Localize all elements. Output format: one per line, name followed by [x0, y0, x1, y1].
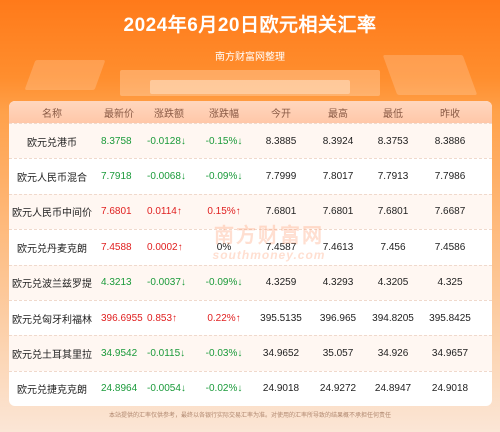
currency-name: 欧元兑丹麦克朗 [17, 243, 87, 255]
high-price: 35.057 [322, 348, 354, 360]
low-price: 7.7913 [377, 171, 409, 183]
table-row: 欧元兑捷克克朗 24.8964 -0.0054↓ -0.02%↓ 24.9018 24.9… [9, 370, 492, 406]
change-percent: 0% [216, 241, 232, 253]
change-percent: -0.09%↓ [205, 171, 243, 183]
table-row: 欧元人民币混合 7.7918 -0.0068↓ -0.09%↓ 7.7999 7.8017… [9, 158, 492, 193]
change-amount: 0.0114↑ [147, 206, 182, 218]
high-price: 396.965 [319, 312, 357, 324]
change-amount: 0.853↑ [147, 312, 178, 324]
previous-close: 34.9657 [431, 348, 469, 360]
latest-price: 24.8964 [101, 383, 138, 395]
rates-table: 名称 最新价 涨跌额 涨跌幅 今开 最高 最低 昨收 欧元兑港币 8.3758 -0… [9, 101, 492, 406]
column-header-open: 今开 [271, 108, 291, 120]
change-amount: -0.0054↓ [147, 383, 186, 395]
column-header-price: 最新价 [104, 108, 134, 120]
open-price: 7.6801 [265, 206, 297, 218]
low-price: 7.456 [380, 241, 406, 253]
currency-name: 欧元兑港币 [27, 137, 77, 149]
currency-name: 欧元兑土耳其里拉 [12, 350, 92, 362]
low-price: 24.8947 [374, 383, 412, 395]
open-price: 7.7999 [265, 171, 297, 183]
latest-price: 7.7918 [101, 171, 132, 183]
change-amount: -0.0037↓ [147, 277, 186, 289]
currency-name: 欧元人民币中间价 [12, 208, 92, 220]
currency-name: 欧元人民币混合 [17, 173, 87, 185]
change-amount: 0.0002↑ [147, 241, 183, 253]
previous-close: 7.4586 [434, 241, 466, 253]
low-price: 7.6801 [377, 206, 409, 218]
currency-name: 欧元兑捷克克朗 [17, 385, 87, 397]
header-banner: 2024年6月20日欧元相关汇率 南方财富网整理 [0, 0, 500, 100]
column-header-low: 最低 [383, 108, 403, 120]
high-price: 7.4613 [322, 241, 354, 253]
table-row: 欧元兑土耳其里拉 34.9542 -0.0115↓ -0.03%↓ 34.9652 35.… [9, 335, 492, 371]
table-row: 欧元兑匈牙利福林 396.6955 0.853↑ 0.22%↑ 395.5135 396.… [9, 299, 492, 335]
open-price: 34.9652 [262, 348, 300, 360]
change-percent: 0.15%↑ [207, 206, 241, 218]
previous-close: 8.3886 [434, 135, 466, 147]
open-price: 4.3259 [265, 277, 297, 289]
page-title: 2024年6月20日欧元相关汇率 [123, 15, 377, 36]
change-amount: -0.0068↓ [147, 171, 186, 183]
high-price: 7.8017 [322, 171, 354, 183]
change-percent: -0.09%↓ [205, 277, 243, 289]
previous-close: 7.7986 [434, 171, 466, 183]
currency-name: 欧元兑匈牙利福林 [12, 314, 92, 326]
table-row: 欧元兑丹麦克朗 7.4588 0.0002↑ 0% 7.4587 7.4613 7.456 7… [9, 229, 492, 264]
low-price: 34.926 [377, 348, 409, 360]
table-row: 欧元人民币中间价 7.6801 0.0114↑ 0.15%↑ 7.6801 7.6801 7… [9, 193, 492, 230]
currency-name: 欧元兑波兰兹罗提 [12, 279, 92, 291]
disclaimer: 本站提供的汇率仅供参考，最终以各银行实际交易汇率为准。对使用的汇率所导致的结果概… [108, 413, 391, 419]
change-amount: -0.0115↓ [147, 348, 186, 360]
change-amount: -0.0128↓ [147, 135, 186, 147]
latest-price: 34.9542 [101, 348, 138, 360]
previous-close: 7.6687 [434, 206, 466, 218]
low-price: 8.3753 [377, 135, 409, 147]
page-subtitle: 南方财富网整理 [215, 52, 285, 63]
high-price: 24.9272 [319, 383, 357, 395]
latest-price: 7.4588 [101, 241, 132, 253]
table-row: 欧元兑波兰兹罗提 4.3213 -0.0037↓ -0.09%↓ 4.3259 4.329… [9, 264, 492, 300]
previous-close: 24.9018 [431, 383, 469, 395]
high-price: 4.3293 [322, 277, 354, 289]
column-header-pct: 涨跌幅 [209, 108, 239, 120]
change-percent: 0.22%↑ [207, 312, 241, 324]
low-price: 4.3205 [377, 277, 409, 289]
table-body: 欧元兑港币 8.3758 -0.0128↓ -0.15%↓ 8.3885 8.3924 8.… [9, 123, 492, 406]
open-price: 395.5135 [260, 312, 302, 324]
low-price: 394.8205 [372, 312, 414, 324]
previous-close: 395.8425 [429, 312, 471, 324]
column-header-change: 涨跌额 [154, 108, 184, 120]
previous-close: 4.325 [437, 277, 463, 289]
column-header-name: 名称 [42, 108, 62, 120]
latest-price: 396.6955 [101, 312, 143, 324]
latest-price: 8.3758 [101, 135, 132, 147]
table-row: 欧元兑港币 8.3758 -0.0128↓ -0.15%↓ 8.3885 8.3924 8.… [9, 123, 492, 159]
open-price: 8.3885 [265, 135, 297, 147]
high-price: 7.6801 [322, 206, 354, 218]
high-price: 8.3924 [322, 135, 354, 147]
change-percent: -0.02%↓ [205, 383, 243, 395]
open-price: 24.9018 [262, 383, 300, 395]
latest-price: 7.6801 [101, 206, 132, 218]
banner-decoration [150, 80, 350, 94]
open-price: 7.4587 [265, 241, 297, 253]
table-header: 名称 最新价 涨跌额 涨跌幅 今开 最高 最低 昨收 [9, 101, 492, 123]
change-percent: -0.15%↓ [205, 135, 243, 147]
latest-price: 4.3213 [101, 277, 132, 289]
column-header-high: 最高 [328, 108, 348, 120]
banner-decoration [24, 60, 106, 90]
column-header-prev: 昨收 [440, 108, 460, 120]
change-percent: -0.03%↓ [205, 348, 243, 360]
